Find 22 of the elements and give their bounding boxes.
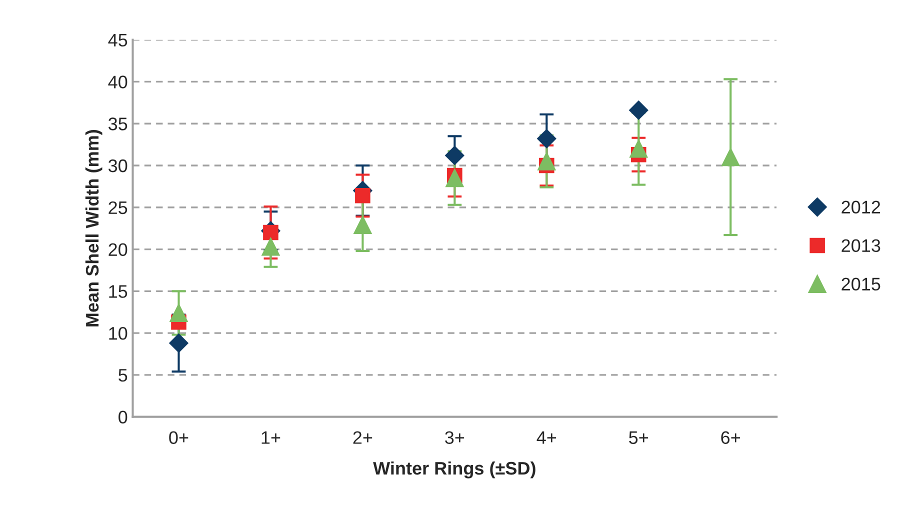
legend-label: 2013 [842,239,880,252]
x-tick-label: 3+ [445,431,464,444]
legend-label: 2012 [842,200,880,214]
y-tick-label: 10 [109,326,128,340]
y-tick-label: 0 [118,410,128,424]
x-tick-label: 5+ [629,431,648,444]
y-tick-label: 40 [108,76,128,88]
y-tick-label: 35 [108,118,128,130]
x-tick-label: 1+ [262,431,280,444]
x-tick-label: 0+ [169,431,188,444]
y-tick-label: 20 [108,243,128,256]
x-tick-label: 4+ [536,431,556,444]
y-tick-label: 45 [108,34,128,47]
y-tick-label: 5 [118,369,128,382]
y-tick-label: 25 [108,201,128,214]
x-axis-title: Winter Rings (±SD) [373,461,536,478]
x-tick-label: 6+ [721,431,740,444]
y-axis-title: Mean Shell Width (mm) [85,130,102,326]
y-tick-label: 15 [109,285,128,298]
y-tick-label: 30 [108,159,128,172]
x-tick-label: 2+ [353,431,372,444]
legend-label: 2015 [842,278,880,291]
